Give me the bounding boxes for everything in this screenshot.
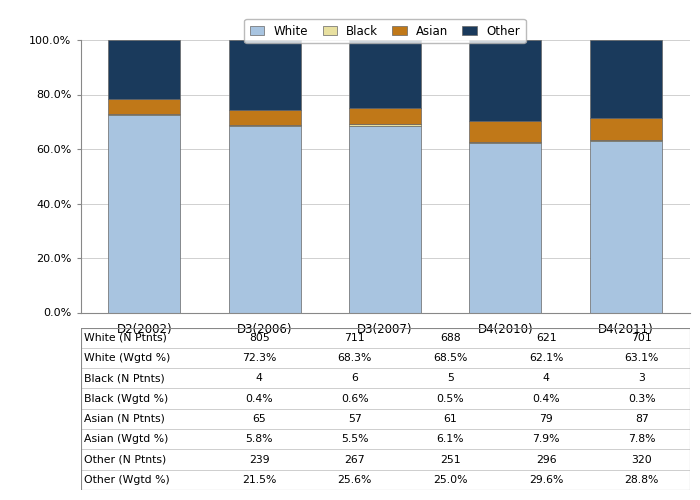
Text: 296: 296	[536, 454, 556, 464]
Bar	[349, 108, 421, 124]
Text: 5.8%: 5.8%	[246, 434, 273, 444]
Text: 688: 688	[440, 332, 461, 342]
Bar	[349, 40, 421, 108]
Text: 6.1%: 6.1%	[437, 434, 464, 444]
Text: 239: 239	[249, 454, 270, 464]
Bar	[108, 40, 181, 98]
Bar	[469, 120, 542, 142]
Bar	[469, 40, 542, 120]
Bar	[349, 124, 421, 126]
Text: 711: 711	[344, 332, 365, 342]
Bar	[469, 144, 542, 312]
Text: 0.6%: 0.6%	[341, 394, 369, 404]
Text: 0.5%: 0.5%	[437, 394, 464, 404]
Bar	[108, 116, 181, 312]
Text: 7.9%: 7.9%	[532, 434, 560, 444]
Bar	[228, 110, 301, 124]
Text: White (N Ptnts): White (N Ptnts)	[83, 332, 167, 342]
Legend: White, Black, Asian, Other: White, Black, Asian, Other	[244, 18, 526, 44]
Text: 68.3%: 68.3%	[337, 353, 372, 363]
Text: 0.4%: 0.4%	[532, 394, 560, 404]
Text: 5: 5	[447, 374, 454, 384]
Bar	[589, 118, 662, 140]
Bar	[228, 124, 301, 126]
Text: 68.5%: 68.5%	[433, 353, 468, 363]
Text: Black (Wgtd %): Black (Wgtd %)	[83, 394, 168, 404]
Text: 267: 267	[344, 454, 365, 464]
Text: 5.5%: 5.5%	[341, 434, 369, 444]
Text: 87: 87	[635, 414, 649, 424]
Text: 25.0%: 25.0%	[433, 475, 468, 485]
Bar	[108, 114, 181, 116]
Text: 21.5%: 21.5%	[242, 475, 276, 485]
Text: 251: 251	[440, 454, 461, 464]
Bar	[589, 140, 662, 312]
Text: Other (N Ptnts): Other (N Ptnts)	[83, 454, 166, 464]
Bar	[469, 142, 542, 144]
Bar	[228, 126, 301, 312]
Bar	[589, 40, 662, 118]
Text: 621: 621	[536, 332, 556, 342]
Text: 0.4%: 0.4%	[246, 394, 273, 404]
Text: 4: 4	[542, 374, 550, 384]
Text: 7.8%: 7.8%	[628, 434, 655, 444]
Text: 701: 701	[631, 332, 652, 342]
Text: 62.1%: 62.1%	[529, 353, 564, 363]
Bar	[228, 40, 301, 110]
Text: 29.6%: 29.6%	[529, 475, 564, 485]
Text: Other (Wgtd %): Other (Wgtd %)	[83, 475, 169, 485]
Text: 0.3%: 0.3%	[628, 394, 655, 404]
Text: 805: 805	[249, 332, 270, 342]
Text: Black (N Ptnts): Black (N Ptnts)	[83, 374, 164, 384]
Text: 57: 57	[348, 414, 362, 424]
Text: 25.6%: 25.6%	[337, 475, 372, 485]
Text: 320: 320	[631, 454, 652, 464]
Bar	[349, 126, 421, 312]
Text: White (Wgtd %): White (Wgtd %)	[83, 353, 170, 363]
Text: Asian (N Ptnts): Asian (N Ptnts)	[83, 414, 164, 424]
Text: 4: 4	[256, 374, 262, 384]
Text: 65: 65	[253, 414, 266, 424]
Text: 28.8%: 28.8%	[624, 475, 659, 485]
Text: 61: 61	[444, 414, 457, 424]
Text: 3: 3	[638, 374, 645, 384]
Text: Asian (Wgtd %): Asian (Wgtd %)	[83, 434, 168, 444]
Text: 6: 6	[351, 374, 358, 384]
Text: 72.3%: 72.3%	[242, 353, 276, 363]
Text: 79: 79	[539, 414, 553, 424]
Bar	[108, 98, 181, 114]
Text: 63.1%: 63.1%	[624, 353, 659, 363]
